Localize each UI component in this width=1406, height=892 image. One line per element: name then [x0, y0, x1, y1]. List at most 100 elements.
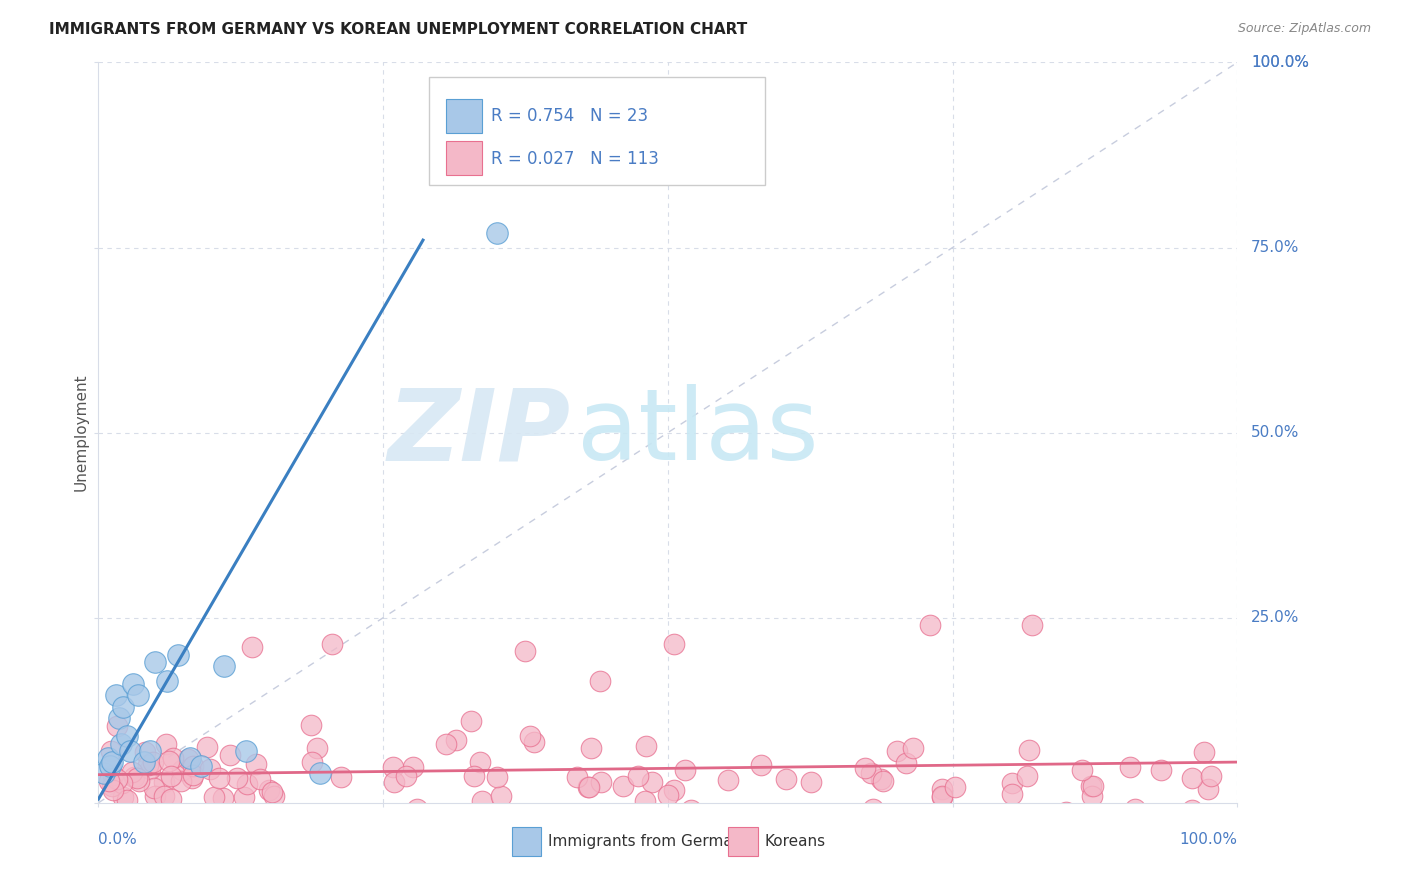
Text: Source: ZipAtlas.com: Source: ZipAtlas.com	[1237, 22, 1371, 36]
Point	[444, 732, 467, 747]
Point	[120, 744, 142, 758]
Point	[181, 768, 204, 782]
Point	[128, 774, 150, 789]
Text: R = 0.754   N = 23: R = 0.754 N = 23	[491, 108, 648, 126]
Point	[305, 741, 328, 756]
Point	[931, 789, 953, 804]
Point	[179, 751, 201, 765]
Point	[894, 756, 917, 770]
Point	[181, 758, 204, 772]
Point	[406, 802, 429, 816]
Point	[1001, 787, 1024, 801]
Point	[309, 766, 332, 780]
Point	[402, 760, 425, 774]
Point	[471, 794, 494, 808]
Point	[673, 764, 696, 778]
Point	[115, 729, 138, 743]
Point	[565, 770, 588, 784]
Point	[486, 226, 509, 240]
Point	[330, 770, 353, 784]
Point	[136, 757, 159, 772]
Text: 0.0%: 0.0%	[98, 832, 138, 847]
Point	[299, 718, 322, 732]
Point	[1197, 782, 1219, 797]
Point	[127, 689, 149, 703]
Point	[382, 774, 405, 789]
Point	[262, 785, 284, 799]
Point	[589, 775, 612, 789]
Point	[202, 789, 225, 804]
Point	[943, 780, 966, 794]
Point	[489, 789, 512, 804]
Text: 100.0%: 100.0%	[1251, 55, 1309, 70]
Point	[233, 790, 256, 805]
Point	[155, 737, 177, 751]
Point	[862, 802, 884, 816]
Point	[111, 790, 134, 805]
Point	[463, 768, 485, 782]
Point	[105, 772, 128, 787]
Point	[519, 729, 541, 743]
Point	[1001, 775, 1024, 789]
Point	[211, 790, 233, 805]
Point	[859, 766, 882, 780]
Point	[145, 655, 167, 669]
Point	[931, 789, 953, 804]
Point	[208, 771, 231, 785]
Point	[96, 751, 118, 765]
Point	[112, 699, 135, 714]
Point	[172, 763, 194, 777]
Y-axis label: Unemployment: Unemployment	[73, 374, 89, 491]
Point	[901, 741, 924, 756]
Point	[93, 766, 115, 780]
Point	[523, 735, 546, 749]
Point	[138, 762, 160, 776]
Point	[101, 755, 124, 769]
Text: 50.0%: 50.0%	[1251, 425, 1299, 440]
Point	[1021, 618, 1043, 632]
Point	[321, 637, 343, 651]
Point	[1201, 769, 1223, 783]
Point	[104, 689, 127, 703]
Text: 25.0%: 25.0%	[1251, 610, 1299, 625]
Point	[249, 772, 271, 786]
Point	[200, 762, 222, 776]
Point	[134, 745, 156, 759]
Point	[576, 780, 599, 795]
Point	[101, 779, 124, 793]
Point	[195, 740, 218, 755]
Point	[108, 711, 131, 725]
Point	[1080, 780, 1102, 794]
Point	[679, 803, 702, 817]
Text: 75.0%: 75.0%	[1251, 240, 1299, 255]
Point	[138, 744, 160, 758]
Point	[775, 772, 797, 786]
Point	[103, 783, 125, 797]
Point	[101, 768, 124, 782]
Point	[153, 789, 176, 804]
Point	[869, 772, 891, 787]
Point	[159, 792, 181, 806]
Text: 100.0%: 100.0%	[1251, 55, 1309, 70]
Point	[1150, 763, 1173, 777]
Text: ZIP: ZIP	[388, 384, 571, 481]
Point	[127, 771, 149, 785]
Point	[434, 737, 457, 751]
Point	[167, 648, 190, 662]
Point	[226, 771, 249, 785]
Text: 100.0%: 100.0%	[1180, 832, 1237, 847]
Point	[460, 714, 482, 728]
Point	[110, 737, 132, 751]
Point	[641, 775, 664, 789]
Point	[162, 751, 184, 765]
Point	[180, 771, 202, 785]
Point	[97, 774, 120, 789]
Point	[578, 780, 600, 794]
Point	[1083, 779, 1105, 793]
Point	[1119, 760, 1142, 774]
Point	[235, 744, 257, 758]
Point	[301, 756, 323, 770]
Point	[1194, 745, 1216, 759]
Point	[579, 740, 602, 755]
Point	[1181, 771, 1204, 785]
